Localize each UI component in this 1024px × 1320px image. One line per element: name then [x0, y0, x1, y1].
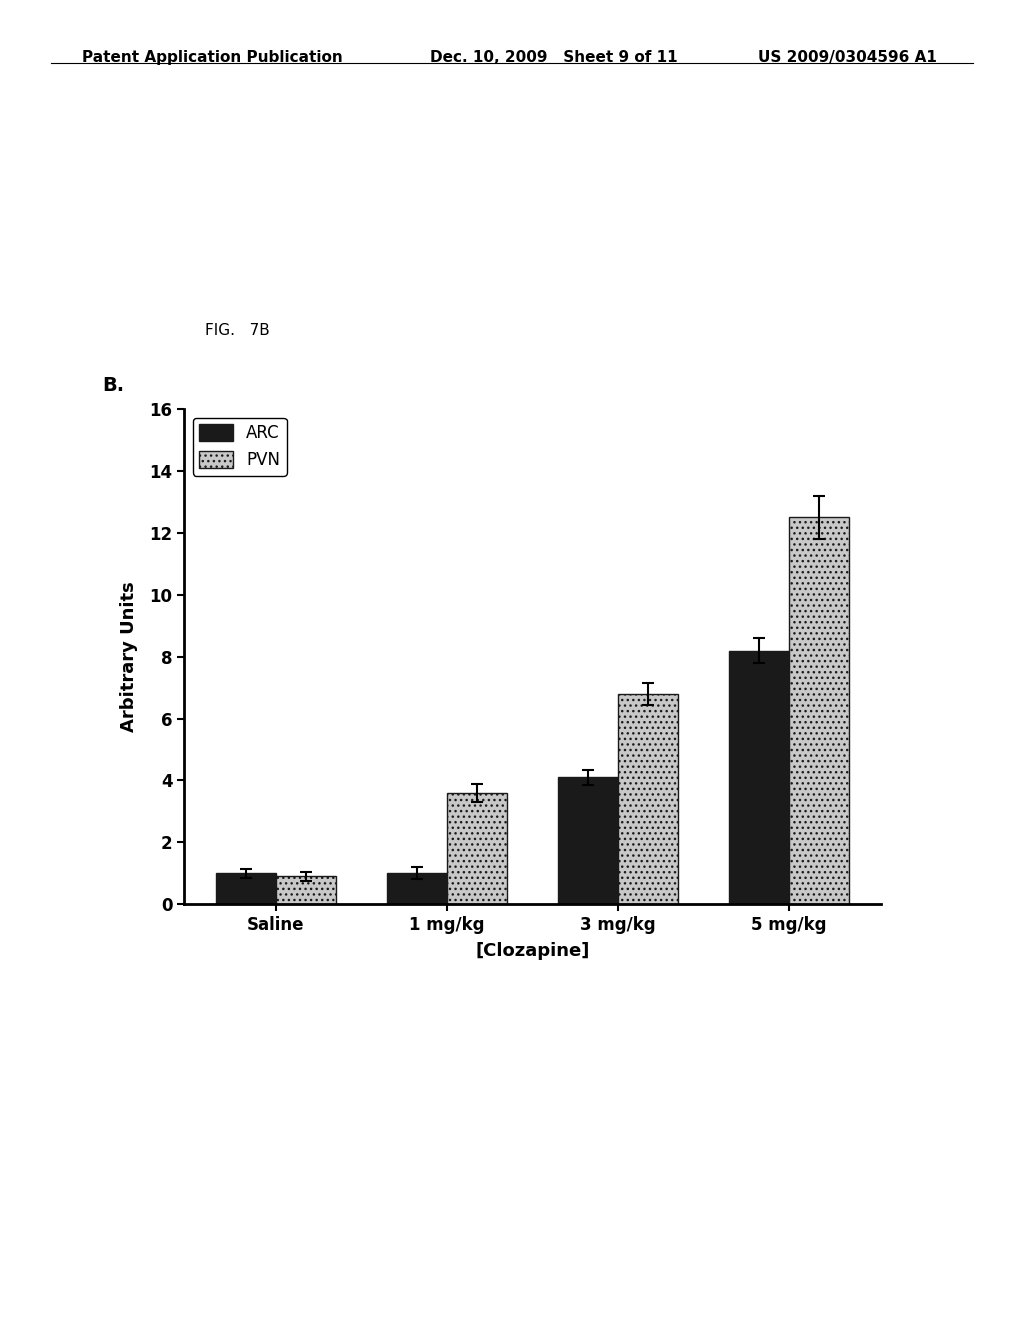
Bar — [387, 874, 446, 904]
Text: FIG.   7B: FIG. 7B — [205, 323, 269, 338]
Text: B.: B. — [102, 376, 125, 395]
Legend: ARC, PVN: ARC, PVN — [193, 417, 287, 475]
Bar — [618, 694, 678, 904]
Y-axis label: Arbitrary Units: Arbitrary Units — [120, 581, 138, 733]
Text: US 2009/0304596 A1: US 2009/0304596 A1 — [758, 50, 937, 65]
X-axis label: [Clozapine]: [Clozapine] — [475, 942, 590, 961]
Text: Dec. 10, 2009   Sheet 9 of 11: Dec. 10, 2009 Sheet 9 of 11 — [430, 50, 678, 65]
Text: Patent Application Publication: Patent Application Publication — [82, 50, 343, 65]
Bar — [446, 793, 507, 904]
Bar — [729, 651, 790, 904]
Bar — [216, 874, 275, 904]
Bar — [558, 777, 618, 904]
Bar — [790, 517, 849, 904]
Bar — [275, 876, 336, 904]
